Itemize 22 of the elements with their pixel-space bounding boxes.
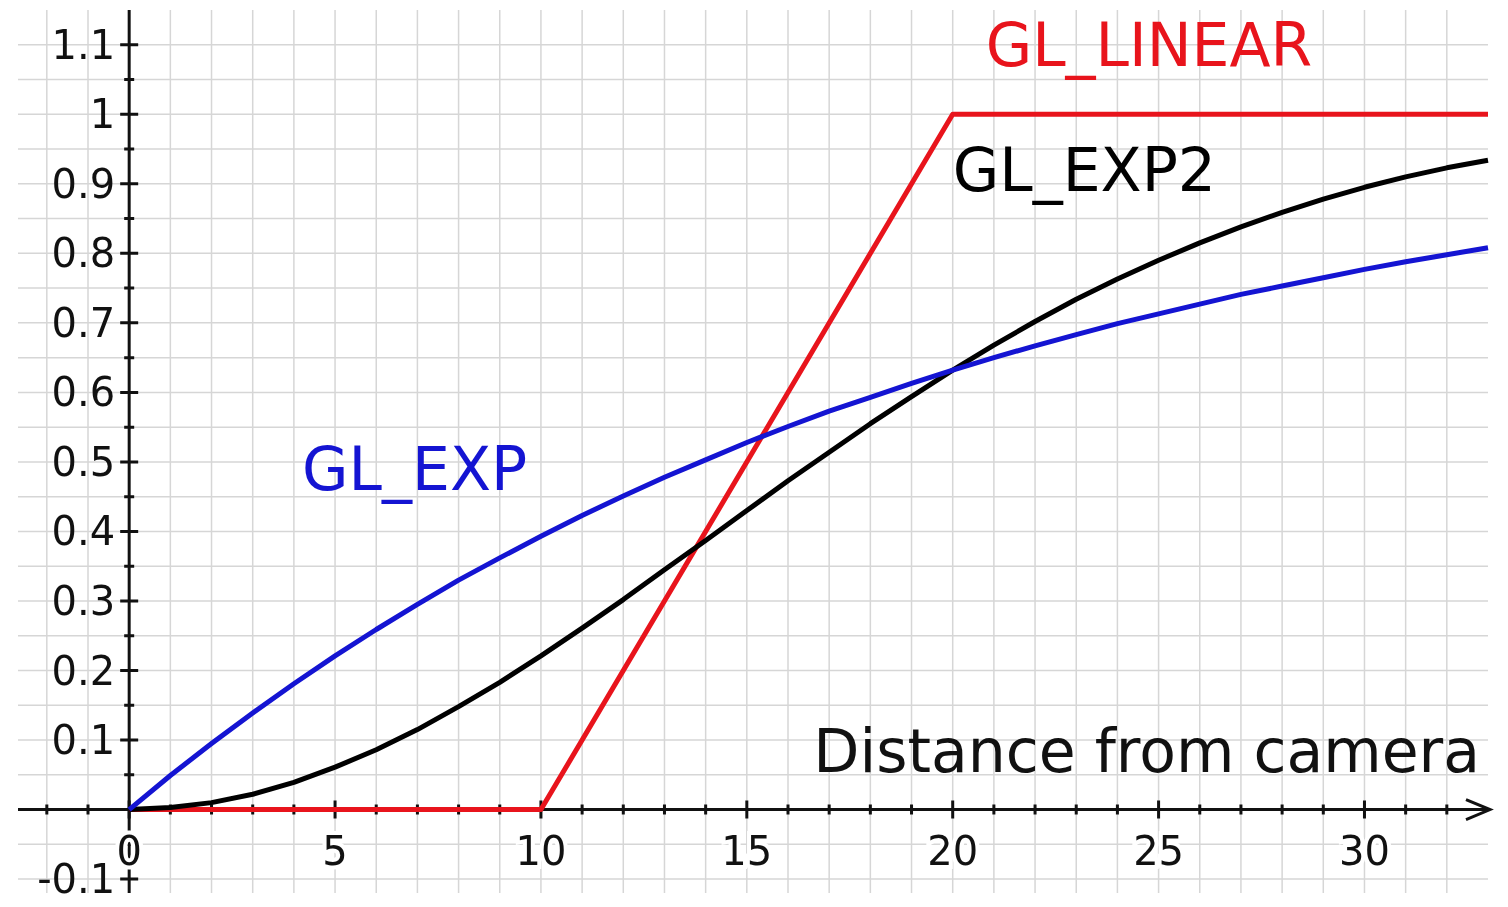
y-tick-label: 1 [89, 91, 116, 138]
y-tick-label: 0.4 [51, 508, 116, 555]
y-tick-label: 0.5 [51, 438, 116, 485]
x-tick-label: 30 [1339, 827, 1390, 874]
series-label: GL_LINEAR [985, 9, 1313, 80]
series-label: GL_EXP2 [952, 134, 1216, 205]
x-tick-label: 10 [515, 827, 567, 874]
y-tick-label: 0.3 [51, 577, 116, 624]
x-axis-title: Distance from camera [813, 715, 1480, 786]
y-tick-label: 0.7 [51, 299, 116, 346]
y-tick-label: 0.2 [51, 647, 116, 694]
x-tick-label: 25 [1133, 827, 1185, 874]
y-tick-label: -0.1 [37, 856, 116, 903]
y-tick-label: 0.6 [51, 369, 116, 416]
y-tick-label: 1.1 [51, 21, 116, 68]
x-tick-label: 15 [721, 827, 773, 874]
x-tick-label: 20 [927, 827, 979, 874]
x-tick-label: 5 [322, 827, 348, 874]
y-tick-label: 0.8 [51, 230, 116, 277]
y-tick-label: 0.9 [51, 160, 116, 207]
series-label: GL_EXP [302, 433, 528, 504]
y-tick-label: 0.1 [51, 717, 116, 764]
